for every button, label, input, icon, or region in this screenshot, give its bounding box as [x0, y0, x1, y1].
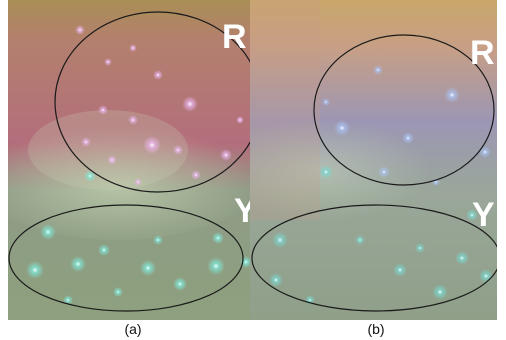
photo-panel-b: R Y [250, 0, 497, 320]
photo-panel-a: R Y [8, 0, 255, 320]
upper-region-label: R [222, 18, 247, 56]
blue-light-spots [322, 65, 491, 186]
upper-region-outline [54, 11, 255, 193]
panel-a-caption: (a) [124, 321, 142, 337]
photo-b-image: R Y [250, 0, 497, 320]
cyan-light-spots [269, 165, 493, 305]
photo-a-image: R Y [8, 0, 255, 320]
upper-region-outline [313, 34, 495, 186]
pink-light-spots [75, 25, 244, 186]
lower-region-label: Y [472, 196, 495, 234]
lower-region-outline [8, 204, 244, 312]
lower-region-outline [251, 204, 497, 312]
cyan-light-spots [26, 170, 252, 305]
panel-b-caption: (b) [367, 321, 385, 337]
upper-region-label: R [470, 34, 495, 72]
